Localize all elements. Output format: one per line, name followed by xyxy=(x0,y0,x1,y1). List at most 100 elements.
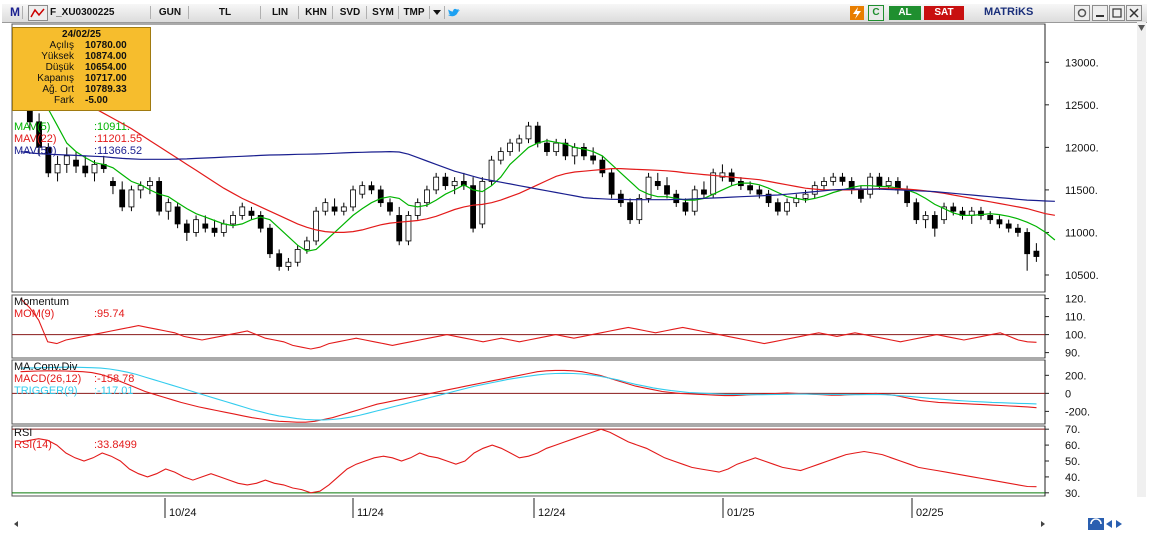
legend-value: :95.74 xyxy=(94,308,125,320)
candle xyxy=(608,172,615,195)
maximize-icon xyxy=(1112,8,1122,18)
refresh-button[interactable]: C xyxy=(868,5,884,21)
candle xyxy=(285,261,292,267)
legend-value: :33.8499 xyxy=(94,439,137,451)
y-tick-label: 11000. xyxy=(1065,227,1098,239)
scroll-right-end-icon[interactable] xyxy=(1041,521,1045,527)
svd-button[interactable]: SVD xyxy=(334,6,367,19)
candle xyxy=(931,215,938,229)
candle xyxy=(507,142,513,153)
candle xyxy=(904,189,911,204)
maximize-button[interactable] xyxy=(1109,5,1125,21)
candle xyxy=(534,125,541,144)
candle xyxy=(91,163,98,174)
series-line-mav5 xyxy=(20,70,1056,252)
candle xyxy=(913,202,920,221)
sell-button[interactable]: SAT xyxy=(924,6,964,20)
legend-name: RSI(14) xyxy=(14,439,52,451)
candle xyxy=(73,159,79,167)
candle xyxy=(617,193,624,204)
candle xyxy=(230,215,236,225)
candle xyxy=(248,210,255,216)
period-button[interactable]: GUN xyxy=(152,6,189,19)
y-tick-label: 50. xyxy=(1065,456,1080,468)
candle xyxy=(581,146,587,157)
series-line-mom9 xyxy=(20,298,1037,350)
panel-title: MA.Conv.Div xyxy=(14,361,78,373)
tmp-button[interactable]: TMP xyxy=(399,6,430,19)
next-arrow-icon[interactable] xyxy=(1116,520,1122,528)
dropdown-button[interactable] xyxy=(430,6,445,19)
candle xyxy=(183,223,190,233)
twitter-button[interactable] xyxy=(446,6,462,19)
candle xyxy=(571,146,578,157)
chart-toolbar: M F_XU0300225 GUN TL LIN KHN SVD SYM TMP… xyxy=(2,4,1147,23)
candle xyxy=(156,180,163,212)
candle xyxy=(590,155,597,161)
candle xyxy=(368,185,375,191)
info-row-change: Fark -5.00 xyxy=(54,95,108,106)
candle xyxy=(719,172,726,178)
prev-arrow-icon[interactable] xyxy=(1106,520,1112,528)
candle xyxy=(63,155,70,165)
candle xyxy=(756,189,763,195)
candle xyxy=(654,180,661,187)
candle xyxy=(211,227,218,233)
candle xyxy=(239,206,246,216)
sym-button[interactable]: SYM xyxy=(368,6,399,19)
brand-logo: MATRiKS xyxy=(984,6,1034,18)
panel-frame xyxy=(11,425,1046,497)
minimize-button[interactable] xyxy=(1092,5,1108,21)
symbol-label[interactable]: F_XU0300225 xyxy=(50,6,151,19)
close-button[interactable] xyxy=(1126,5,1142,21)
candle xyxy=(784,202,790,212)
panel-rsi: 70. 60. 50. 40. 30. RSI(14):33.8499 RSI xyxy=(11,424,1080,500)
gear-icon xyxy=(1077,8,1087,18)
candle xyxy=(451,180,458,187)
info-row-high: Yüksek 10874.00 xyxy=(41,51,127,62)
candle xyxy=(858,189,864,199)
y-tick-label: 11500. xyxy=(1065,185,1098,197)
candle xyxy=(276,253,283,267)
candle xyxy=(165,202,172,212)
info-row-low: Düşük 10654.00 xyxy=(45,62,127,73)
candle xyxy=(941,206,947,221)
bottom-scroll-bar[interactable] xyxy=(6,517,1144,530)
scroll-left-icon[interactable] xyxy=(14,521,18,527)
y-tick-label: -200. xyxy=(1065,406,1090,418)
chart-type-icon[interactable] xyxy=(28,5,48,21)
vertical-scrollbar[interactable] xyxy=(1137,22,1146,497)
candle xyxy=(516,138,523,144)
y-tick-label: 90. xyxy=(1065,348,1080,360)
candle xyxy=(146,180,153,187)
series-line-macd2612 xyxy=(20,369,1037,423)
candle xyxy=(1024,232,1031,255)
legend-value: :11366.52 xyxy=(94,145,142,157)
candle xyxy=(377,189,384,204)
scroll-down-arrow-icon[interactable] xyxy=(1138,25,1145,31)
scale-button[interactable]: LIN xyxy=(262,6,299,19)
candle xyxy=(701,189,707,195)
matriks-logo-button[interactable]: M xyxy=(8,6,23,19)
khn-button[interactable]: KHN xyxy=(300,6,333,19)
candle xyxy=(322,202,329,212)
x-tick-label: 12/24 xyxy=(538,507,566,519)
candle xyxy=(460,180,467,187)
info-date: 24/02/25 xyxy=(62,29,101,40)
candle xyxy=(876,176,883,187)
candle xyxy=(36,121,42,148)
flash-button[interactable] xyxy=(850,6,864,20)
candle xyxy=(1005,223,1012,229)
sync-icon xyxy=(1090,518,1102,525)
legend-name: MOM(9) xyxy=(14,308,54,320)
candle xyxy=(54,163,61,174)
twitter-bird-icon xyxy=(448,8,460,17)
settings-button[interactable] xyxy=(1074,5,1090,21)
info-row-open: Açılış 10780.00 xyxy=(49,40,127,51)
legend-name: MAV(50) xyxy=(14,145,57,157)
buy-button[interactable]: AL xyxy=(889,6,921,20)
candle-icon xyxy=(30,8,45,18)
currency-button[interactable]: TL xyxy=(190,6,261,19)
series-line-rsi14 xyxy=(20,428,1037,494)
